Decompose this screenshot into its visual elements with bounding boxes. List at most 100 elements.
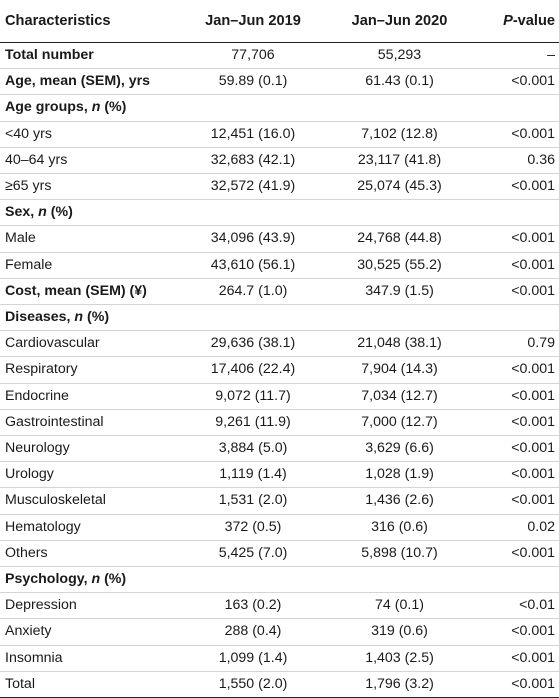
table-row: Urology 1,119 (1.4) 1,028 (1.9) <0.001 [0, 462, 559, 488]
empty-cell [473, 95, 559, 121]
row-label: <40 yrs [5, 125, 52, 142]
section-label-text: Diseases, [5, 309, 75, 326]
section-label-suffix: (%) [100, 571, 127, 588]
row-label: Age, mean (SEM), yrs [5, 73, 151, 90]
table-row: Others 5,425 (7.0) 5,898 (10.7) <0.001 [0, 540, 559, 567]
value-2019: 1,550 (2.0) [218, 675, 288, 692]
table-row: Hematology 372 (0.5) 316 (0.6) 0.02 [0, 514, 559, 541]
p-value: <0.001 [511, 675, 555, 692]
value-2020: 21,048 (38.1) [357, 335, 442, 352]
empty-cell [473, 567, 559, 593]
p-value: – [547, 47, 555, 63]
value-2019: 1,099 (1.4) [218, 649, 288, 666]
p-value: <0.001 [511, 387, 555, 404]
header-2020: Jan–Jun 2020 [326, 0, 473, 43]
section-label-suffix: (%) [46, 204, 73, 221]
value-2019: 5,425 (7.0) [218, 544, 288, 561]
empty-cell [326, 305, 473, 331]
table-row: Musculoskeletal 1,531 (2.0) 1,436 (2.6) <0.… [0, 488, 559, 515]
empty-cell [473, 305, 559, 331]
table-row: Insomnia 1,099 (1.4) 1,403 (2.5) <0.001 [0, 645, 559, 672]
value-2020: 7,000 (12.7) [361, 413, 438, 430]
value-2019: 1,531 (2.0) [218, 492, 288, 509]
row-label: Depression [5, 597, 77, 614]
row-label: Female [5, 256, 53, 273]
section-label-suffix: (%) [100, 99, 127, 116]
p-value: <0.001 [511, 649, 555, 666]
p-value: <0.001 [511, 361, 555, 378]
value-2019: 77,706 [231, 47, 275, 63]
value-2019: 29,636 (38.1) [210, 335, 296, 352]
p-value: <0.001 [511, 230, 555, 247]
value-2020: 1,796 (3.2) [365, 675, 434, 692]
empty-cell [180, 305, 326, 331]
row-label: Total [5, 675, 35, 692]
table-row: Cardiovascular 29,636 (38.1) 21,048 (38.1)… [0, 331, 559, 357]
section-label: Psychology, n (%) [0, 567, 180, 593]
row-label: Insomnia [5, 649, 63, 666]
p-value: <0.01 [519, 597, 555, 614]
section-row: Psychology, n (%) [0, 567, 559, 593]
row-label: Total number [5, 47, 94, 63]
value-2020: 74 (0.1) [375, 597, 424, 614]
value-2020: 316 (0.6) [371, 518, 428, 535]
row-label: Anxiety [5, 623, 52, 640]
value-2020: 55,293 [377, 47, 422, 63]
row-label: Cardiovascular [5, 335, 100, 352]
row-label: Cost, mean (SEM) (¥) [5, 282, 147, 299]
value-2020: 319 (0.6) [371, 623, 428, 640]
p-value: 0.79 [527, 335, 555, 352]
value-2019: 264.7 (1.0) [218, 282, 288, 299]
value-2020: 3,629 (6.6) [365, 440, 434, 457]
value-2019: 59.89 (0.1) [218, 73, 288, 90]
p-value: <0.001 [511, 178, 555, 195]
empty-cell [180, 200, 326, 226]
empty-cell [326, 200, 473, 226]
empty-cell [473, 200, 559, 226]
value-2019: 9,261 (11.9) [215, 413, 291, 430]
row-label: Neurology [5, 440, 70, 457]
value-2020: 7,904 (14.3) [361, 361, 438, 378]
row-label: Others [5, 544, 48, 561]
row-label: ≥65 yrs [5, 178, 52, 195]
section-row: Age groups, n (%) [0, 95, 559, 122]
row-label: Hematology [5, 518, 81, 535]
section-label: Diseases, n (%) [0, 305, 180, 331]
table-row: Gastrointestinal 9,261 (11.9) 7,000 (12.7)… [0, 409, 559, 436]
value-2020: 347.9 (1.5) [365, 282, 434, 299]
row-label: Gastrointestinal [5, 413, 104, 430]
header-p-value: P-value [473, 0, 559, 43]
table-row: Anxiety 288 (0.4) 319 (0.6) <0.001 [0, 619, 559, 646]
empty-cell [326, 95, 473, 121]
value-2020: 61.43 (0.1) [365, 73, 434, 90]
section-label-suffix: (%) [83, 309, 110, 326]
table-body: Total number 77,706 55,293 – Age, mean (SEM)… [0, 43, 559, 698]
table-row: Male 34,096 (43.9) 24,768 (44.8) <0.001 [0, 226, 559, 253]
value-2019: 32,683 (42.1) [210, 151, 296, 168]
section-row: Sex, n (%) [0, 200, 559, 226]
row-label: Musculoskeletal [5, 492, 106, 509]
value-2019: 1,119 (1.4) [219, 466, 287, 483]
p-value: <0.001 [511, 125, 555, 142]
p-value: <0.001 [511, 466, 555, 483]
table-row: Total number 77,706 55,293 – [0, 43, 559, 69]
section-label: Sex, n (%) [0, 200, 180, 226]
header-2019: Jan–Jun 2019 [180, 0, 326, 43]
table-row: Depression 163 (0.2) 74 (0.1) <0.01 [0, 593, 559, 619]
header-p-italic: P [503, 13, 513, 29]
section-label-text: Age groups, [5, 99, 92, 116]
header-row: Characteristics Jan–Jun 2019 Jan–Jun 202… [0, 0, 559, 43]
value-2020: 23,117 (41.8) [357, 151, 442, 168]
value-2019: 12,451 (16.0) [210, 125, 296, 142]
p-value: <0.001 [511, 492, 555, 509]
value-2019: 288 (0.4) [224, 623, 282, 640]
p-value: <0.001 [511, 413, 555, 430]
table-row: Cost, mean (SEM) (¥) 264.7 (1.0) 347.9 (1.… [0, 278, 559, 305]
p-value: <0.001 [511, 544, 555, 561]
table-row: Respiratory 17,406 (22.4) 7,904 (14.3) <0.0… [0, 357, 559, 384]
section-label-text: Psychology, [5, 571, 92, 588]
value-2020: 24,768 (44.8) [357, 230, 442, 247]
value-2020: 7,102 (12.8) [361, 125, 438, 142]
value-2020: 1,028 (1.9) [365, 466, 434, 483]
